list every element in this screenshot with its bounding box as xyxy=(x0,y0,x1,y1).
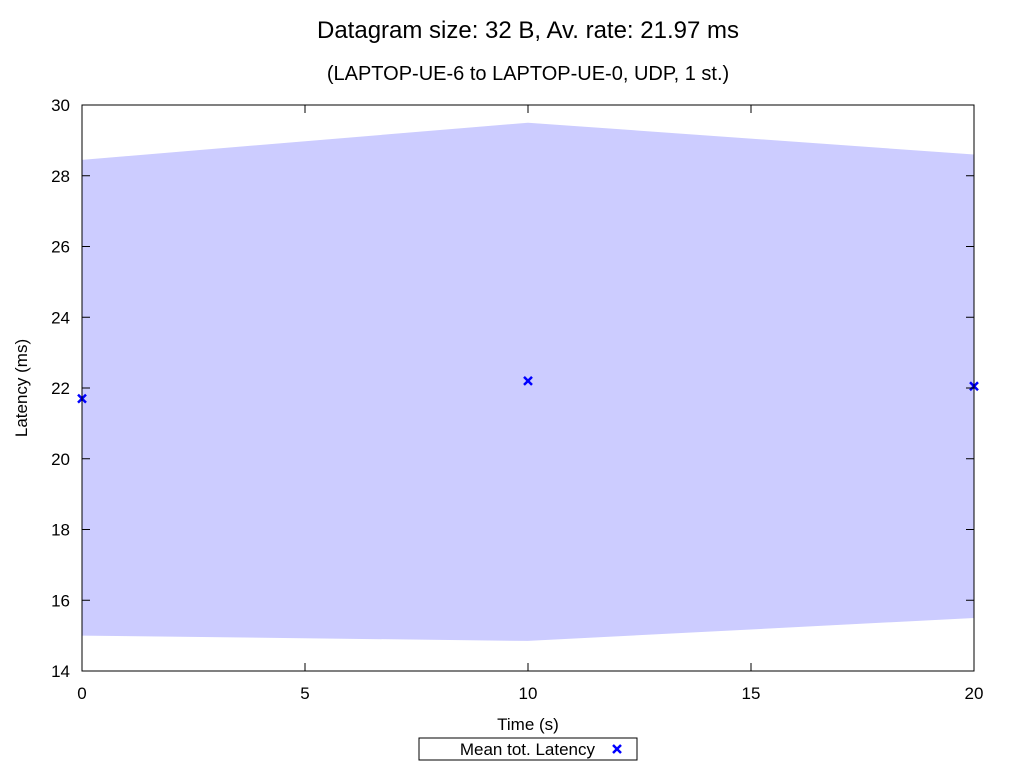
y-tick-label: 20 xyxy=(51,450,70,469)
legend-marker-stroke xyxy=(612,744,622,754)
axes-layer: 0 5 10 15 20 14 16 18 20 22 24 26 28 30 xyxy=(51,96,983,703)
y-tick-label: 30 xyxy=(51,96,70,115)
y-tick-label: 26 xyxy=(51,238,70,257)
y-tick-label: 18 xyxy=(51,521,70,540)
y-tick-label: 28 xyxy=(51,167,70,186)
x-tick-label: 0 xyxy=(77,684,86,703)
y-tick-label: 24 xyxy=(51,308,70,327)
chart-title: Datagram size: 32 B, Av. rate: 21.97 ms xyxy=(317,17,739,44)
legend-marker xyxy=(612,744,622,754)
x-tick-label: 20 xyxy=(965,684,984,703)
x-tick-label: 5 xyxy=(300,684,309,703)
y-tick-label: 14 xyxy=(51,662,70,681)
x-tick-label: 10 xyxy=(519,684,538,703)
data-point xyxy=(523,376,533,386)
data-point-stroke xyxy=(523,376,533,386)
legend-box xyxy=(418,737,638,761)
legend: Mean tot. Latency xyxy=(418,737,638,761)
chart-subtitle: (LAPTOP-UE-6 to LAPTOP-UE-0, UDP, 1 st.) xyxy=(327,63,729,85)
legend-label: Mean tot. Latency xyxy=(460,740,596,759)
y-tick-label: 22 xyxy=(51,379,70,398)
x-axis-label: Time (s) xyxy=(497,715,559,734)
x-tick-label: 15 xyxy=(742,684,761,703)
y-axis-label: Latency (ms) xyxy=(12,339,31,437)
y-tick-label: 16 xyxy=(51,591,70,610)
